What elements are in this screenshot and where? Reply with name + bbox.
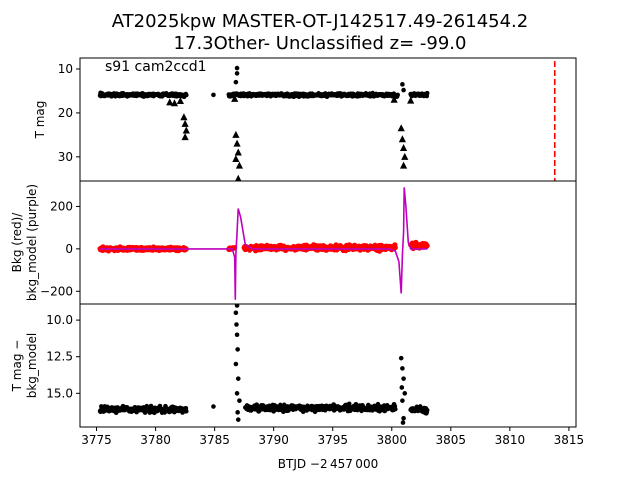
data-point — [398, 355, 404, 361]
x-tick-label: 3805 — [436, 433, 467, 447]
data-point — [234, 304, 240, 308]
data-point — [211, 404, 216, 409]
upper-limit-point — [401, 152, 409, 160]
plot-area — [97, 65, 430, 181]
y-tick-label: 0 — [65, 242, 73, 256]
upper-limit-point — [390, 95, 398, 103]
data-point — [401, 376, 406, 381]
upper-limit-point — [181, 119, 189, 127]
x-tick-label: 3795 — [317, 433, 348, 447]
panel-tmag: 10 20 30 T mag — [33, 57, 577, 182]
camera-ccd-note: s91 cam2ccd1 — [105, 59, 207, 75]
axes-frame — [79, 303, 577, 428]
y-axis-label: Bkg (red)/ — [10, 212, 24, 273]
data-point — [424, 90, 430, 96]
upper-limit-point — [235, 174, 242, 181]
data-point — [399, 385, 405, 390]
x-tick-label: 3780 — [140, 433, 171, 447]
upper-limit-point — [176, 97, 184, 105]
upper-limit-point — [397, 124, 405, 132]
data-point — [237, 398, 242, 403]
y-tick-label: 30 — [58, 150, 73, 164]
data-point — [211, 92, 216, 98]
upper-limit-point — [180, 113, 188, 121]
x-tick-label: 3815 — [554, 433, 585, 447]
data-point — [400, 82, 405, 87]
data-point — [400, 366, 405, 371]
data-point — [183, 92, 189, 98]
data-point — [393, 406, 398, 412]
x-tick-label: 3790 — [258, 433, 289, 447]
bkg-point — [424, 243, 430, 249]
chart-title-line1: AT2025kpw MASTER-OT-J142517.49-261454.2 — [111, 11, 529, 32]
x-tick-label: 3785 — [199, 433, 230, 447]
y-axis-label: T mag − — [10, 340, 24, 393]
data-point — [401, 87, 406, 93]
y-axis-label: bkg_model (purple) — [25, 184, 39, 301]
data-point — [233, 310, 239, 316]
y-tick-label: 10.0 — [46, 313, 73, 327]
x-axis-label: BTJD −2 457 000 — [278, 457, 378, 471]
bkg-point — [392, 244, 398, 251]
upper-limit-point — [232, 130, 240, 138]
upper-limit-point — [407, 96, 415, 104]
data-point — [233, 361, 239, 367]
data-point — [402, 391, 408, 396]
upper-limit-point — [234, 148, 242, 156]
data-point — [234, 65, 240, 71]
upper-limit-point — [166, 98, 174, 106]
upper-limit-point — [182, 126, 190, 134]
axes-frame — [79, 180, 577, 305]
data-point — [183, 408, 189, 414]
data-point — [234, 332, 240, 338]
chart-title-line2: 17.3Other- Unclassified z= -99.0 — [173, 33, 467, 54]
y-tick-label: 20 — [58, 106, 73, 120]
y-tick-label: 12.5 — [46, 350, 73, 364]
upper-limit-point — [231, 94, 239, 102]
upper-limit-point — [235, 161, 244, 169]
axes-frame — [79, 57, 577, 182]
data-point — [401, 415, 406, 421]
panel-bkg: −200 0 200 Bkg (red)/bkg_model (purple) — [10, 180, 577, 305]
data-point — [353, 401, 359, 407]
plot-area — [97, 187, 430, 300]
x-tick-label: 3800 — [376, 433, 407, 447]
data-point — [234, 71, 240, 76]
upper-limit-point — [181, 133, 189, 141]
upper-limit-point — [170, 99, 179, 107]
data-point — [235, 417, 241, 422]
data-point — [395, 92, 400, 98]
upper-limit-point — [398, 135, 406, 143]
plot-area — [97, 304, 430, 425]
y-tick-label: 15.0 — [46, 386, 73, 400]
upper-limit-point — [399, 144, 408, 152]
y-axis-label: T mag — [33, 101, 47, 140]
data-point — [234, 391, 240, 396]
upper-limit-point — [233, 139, 241, 147]
data-point — [235, 410, 240, 415]
data-point — [235, 376, 241, 381]
panel-tmag-minus-bkg: 10.0 12.5 15.0 3775 3780 3785 3790 3795 3800 3805… — [10, 303, 584, 447]
data-point — [234, 322, 239, 327]
upper-limit-point — [232, 155, 240, 163]
y-tick-label: −200 — [40, 284, 73, 298]
data-point — [233, 79, 239, 85]
y-tick-label: 200 — [50, 199, 73, 213]
y-tick-label: 10 — [58, 62, 73, 76]
data-point — [424, 407, 430, 413]
data-point — [400, 398, 405, 403]
data-point — [235, 347, 240, 352]
data-point — [400, 420, 406, 425]
bkg-model-line — [100, 187, 428, 300]
upper-limit-point — [399, 161, 408, 169]
y-axis-label: bkg_model — [25, 333, 39, 399]
x-tick-label: 3810 — [495, 433, 526, 447]
x-tick-label: 3775 — [81, 433, 112, 447]
